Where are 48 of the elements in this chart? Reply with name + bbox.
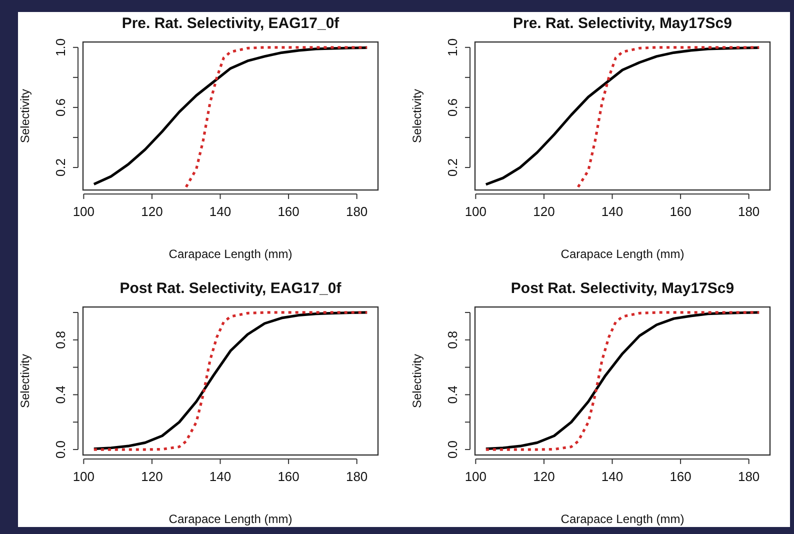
y-tick-label: 0.2 [53,158,68,177]
y-axis-title: Selectivity [410,88,424,144]
x-tick-label: 180 [346,469,368,484]
x-tick-label: 180 [346,204,368,219]
x-tick-label: 160 [670,204,692,219]
y-tick-label: 0.6 [445,98,460,116]
x-tick-label: 100 [464,204,487,219]
x-tick-label: 120 [141,469,163,484]
y-tick-label: 0.8 [53,330,68,349]
chart-title: Post Rat. Selectivity, May17Sc9 [510,280,734,297]
line-series [184,46,368,188]
x-tick-label: 140 [209,204,232,219]
x-tick-label: 120 [533,469,555,484]
x-axis-title: Carapace Length (mm) [560,512,684,526]
x-axis-title: Carapace Length (mm) [168,247,292,261]
y-tick-label: 0.0 [53,440,68,459]
chart-title: Pre. Rat. Selectivity, EAG17_0f [122,15,340,32]
line-series [484,46,760,186]
x-tick-label: 100 [464,469,487,484]
y-tick-label: 0.4 [53,386,68,404]
x-tick-label: 140 [209,469,232,484]
x-tick-label: 120 [533,204,555,219]
line-series [576,46,760,188]
x-axis-title: Carapace Length (mm) [168,512,292,526]
y-tick-label: 0.4 [445,386,460,404]
x-tick-label: 140 [601,469,624,484]
y-tick-label: 1.0 [53,38,68,56]
x-tick-label: 160 [670,469,692,484]
y-axis-title: Selectivity [410,354,424,408]
x-tick-label: 100 [72,469,95,484]
y-axis-title: Selectivity [18,354,32,408]
x-tick-label: 140 [601,204,624,219]
line-series [92,46,368,186]
x-tick-label: 160 [278,204,300,219]
chart-title: Pre. Rat. Selectivity, May17Sc9 [512,15,732,32]
y-tick-label: 1.0 [445,38,460,56]
x-tick-label: 180 [738,204,760,219]
y-tick-label: 0.0 [445,440,460,459]
y-tick-label: 0.6 [53,98,68,116]
x-tick-label: 100 [72,204,95,219]
x-axis-title: Carapace Length (mm) [560,247,684,261]
y-axis-title: Selectivity [18,88,32,144]
x-tick-label: 160 [278,469,300,484]
x-tick-label: 180 [738,469,760,484]
x-tick-label: 120 [141,204,163,219]
chart-title: Post Rat. Selectivity, EAG17_0f [120,280,342,297]
y-tick-label: 0.8 [445,330,460,349]
y-tick-label: 0.2 [445,158,460,177]
